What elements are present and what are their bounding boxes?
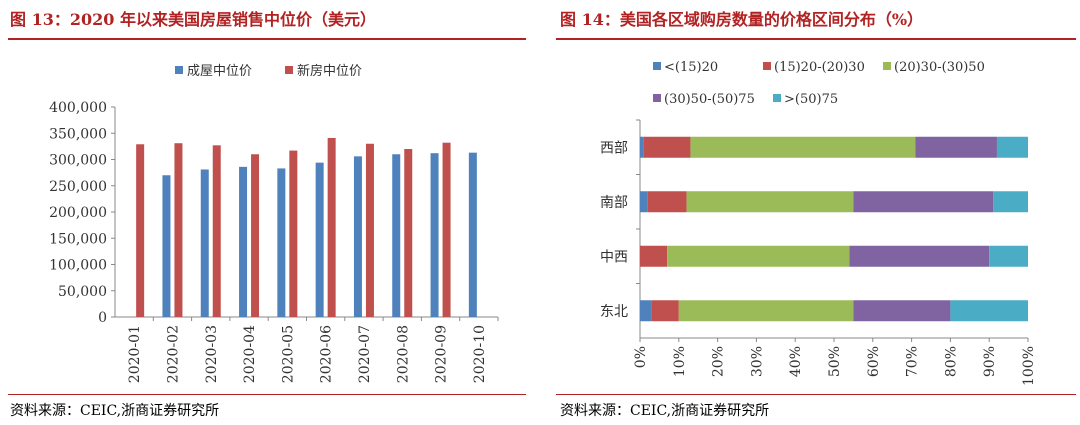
x-tick-label: 2020-09 xyxy=(434,325,450,383)
right-stacked-bar-chart: <(15)20 (15)20-(20)30 (20)30-(30)50 (30)50-… xyxy=(600,60,1037,386)
legend-label-4: (30)50-(50)75 xyxy=(664,92,755,107)
x-tick-label: 40% xyxy=(788,346,804,377)
bar-new-2020-08 xyxy=(404,149,413,317)
legend-label-5: >(50)75 xyxy=(784,92,838,107)
bar-existing-2020-03 xyxy=(200,169,209,317)
segment-西部-5 xyxy=(996,136,1028,158)
x-tick-label: 2020-03 xyxy=(204,325,220,383)
bar-existing-2020-08 xyxy=(392,154,401,317)
x-tick-label: 10% xyxy=(672,346,688,377)
bar-new-2020-06 xyxy=(327,137,336,317)
x-tick-label: 30% xyxy=(749,346,765,377)
y-tick-label: 0 xyxy=(98,310,107,326)
y-tick-label: 150,000 xyxy=(49,231,107,247)
right-title-rule xyxy=(556,38,1076,40)
segment-中西-2 xyxy=(640,245,668,267)
left-chart-title: 图 13：2020 年以来美国房屋销售中位价（美元） xyxy=(10,10,376,29)
bar-new-2020-01 xyxy=(136,144,145,317)
y-tick-label: 中西 xyxy=(600,249,628,265)
bar-new-2020-09 xyxy=(442,142,451,317)
x-tick-label: 60% xyxy=(866,346,882,377)
legend-swatch-3 xyxy=(883,62,891,70)
segment-南部-5 xyxy=(993,191,1028,213)
left-source-note: 资料来源：CEIC,浙商证券研究所 xyxy=(10,403,220,419)
legend-swatch-2 xyxy=(285,66,293,74)
segment-东北-3 xyxy=(678,300,854,322)
bar-existing-2020-10 xyxy=(468,152,477,317)
legend-label-1: <(15)20 xyxy=(664,60,718,75)
x-tick-label: 2020-05 xyxy=(280,325,296,383)
bar-existing-2020-06 xyxy=(315,162,324,317)
y-tick-label: 350,000 xyxy=(49,126,107,142)
y-tick-label: 东北 xyxy=(600,304,628,320)
x-tick-label: 2020-10 xyxy=(472,325,488,383)
right-chart-title: 图 14：美国各区域购房数量的价格区间分布（%） xyxy=(560,10,924,29)
legend-swatch-4 xyxy=(653,94,661,102)
segment-南部-1 xyxy=(640,191,648,213)
bar-existing-2020-07 xyxy=(353,156,362,317)
x-tick-label: 2020-08 xyxy=(395,325,411,383)
x-tick-label: 90% xyxy=(982,346,998,377)
legend-swatch-2 xyxy=(763,62,771,70)
y-tick-label: 西部 xyxy=(600,140,628,156)
y-tick-label: 南部 xyxy=(600,195,628,211)
bar-new-2020-02 xyxy=(174,143,183,317)
legend-label-3: (20)30-(30)50 xyxy=(894,60,985,75)
y-tick-label: 400,000 xyxy=(49,100,107,116)
bar-existing-2020-05 xyxy=(277,168,286,317)
legend-label-2: 新房中位价 xyxy=(297,63,362,79)
bar-existing-2020-09 xyxy=(430,153,439,317)
y-tick-label: 100,000 xyxy=(49,258,107,274)
segment-南部-3 xyxy=(686,191,854,213)
bar-new-2020-03 xyxy=(212,145,221,317)
bar-existing-2020-04 xyxy=(239,166,248,317)
legend-label-1: 成屋中位价 xyxy=(187,64,252,79)
right-source-rule xyxy=(556,394,1076,395)
x-tick-label: 100% xyxy=(1021,346,1037,386)
segment-东北-2 xyxy=(651,300,679,322)
legend-swatch-1 xyxy=(175,66,183,74)
left-source-rule xyxy=(8,394,526,395)
legend: 成屋中位价 新房中位价 xyxy=(175,63,362,79)
bar-new-2020-04 xyxy=(251,154,260,317)
legend: <(15)20 (15)20-(20)30 (20)30-(30)50 (30)50-… xyxy=(653,60,985,107)
legend-swatch-5 xyxy=(773,94,781,102)
segment-南部-2 xyxy=(647,191,687,213)
x-tick-label: 70% xyxy=(905,346,921,377)
bar-new-2020-05 xyxy=(289,150,298,317)
legend-label-2: (15)20-(20)30 xyxy=(774,60,865,75)
x-tick-label: 20% xyxy=(711,346,727,377)
segment-南部-4 xyxy=(853,191,994,213)
x-tick-label: 2020-07 xyxy=(357,325,373,383)
segment-西部-3 xyxy=(690,136,916,158)
segment-中西-4 xyxy=(849,245,990,267)
x-tick-label: 80% xyxy=(943,346,959,377)
x-tick-label: 2020-01 xyxy=(127,325,143,383)
y-tick-label: 250,000 xyxy=(49,179,107,195)
y-tick-label: 200,000 xyxy=(49,205,107,221)
x-tick-label: 0% xyxy=(633,346,649,368)
segment-西部-1 xyxy=(640,136,644,158)
segment-中西-3 xyxy=(667,245,850,267)
legend-swatch-1 xyxy=(653,62,661,70)
right-source-note: 资料来源：CEIC,浙商证券研究所 xyxy=(560,403,770,419)
bar-new-2020-07 xyxy=(365,143,374,317)
y-tick-label: 50,000 xyxy=(58,284,107,300)
x-tick-label: 2020-02 xyxy=(165,325,181,383)
segment-西部-2 xyxy=(643,136,691,158)
segment-中西-5 xyxy=(989,245,1028,267)
bar-existing-2020-02 xyxy=(162,175,171,317)
segment-东北-1 xyxy=(640,300,652,322)
segment-西部-4 xyxy=(915,136,997,158)
segment-东北-4 xyxy=(853,300,951,322)
x-tick-label: 2020-04 xyxy=(242,325,258,383)
x-tick-label: 50% xyxy=(827,346,843,377)
y-tick-label: 300,000 xyxy=(49,153,107,169)
x-tick-label: 2020-06 xyxy=(319,325,335,383)
left-bar-chart: 成屋中位价 新房中位价 0 50,000 100,000 150,000 200,000 25… xyxy=(49,63,499,383)
segment-东北-5 xyxy=(950,300,1028,322)
left-title-rule xyxy=(8,38,526,40)
